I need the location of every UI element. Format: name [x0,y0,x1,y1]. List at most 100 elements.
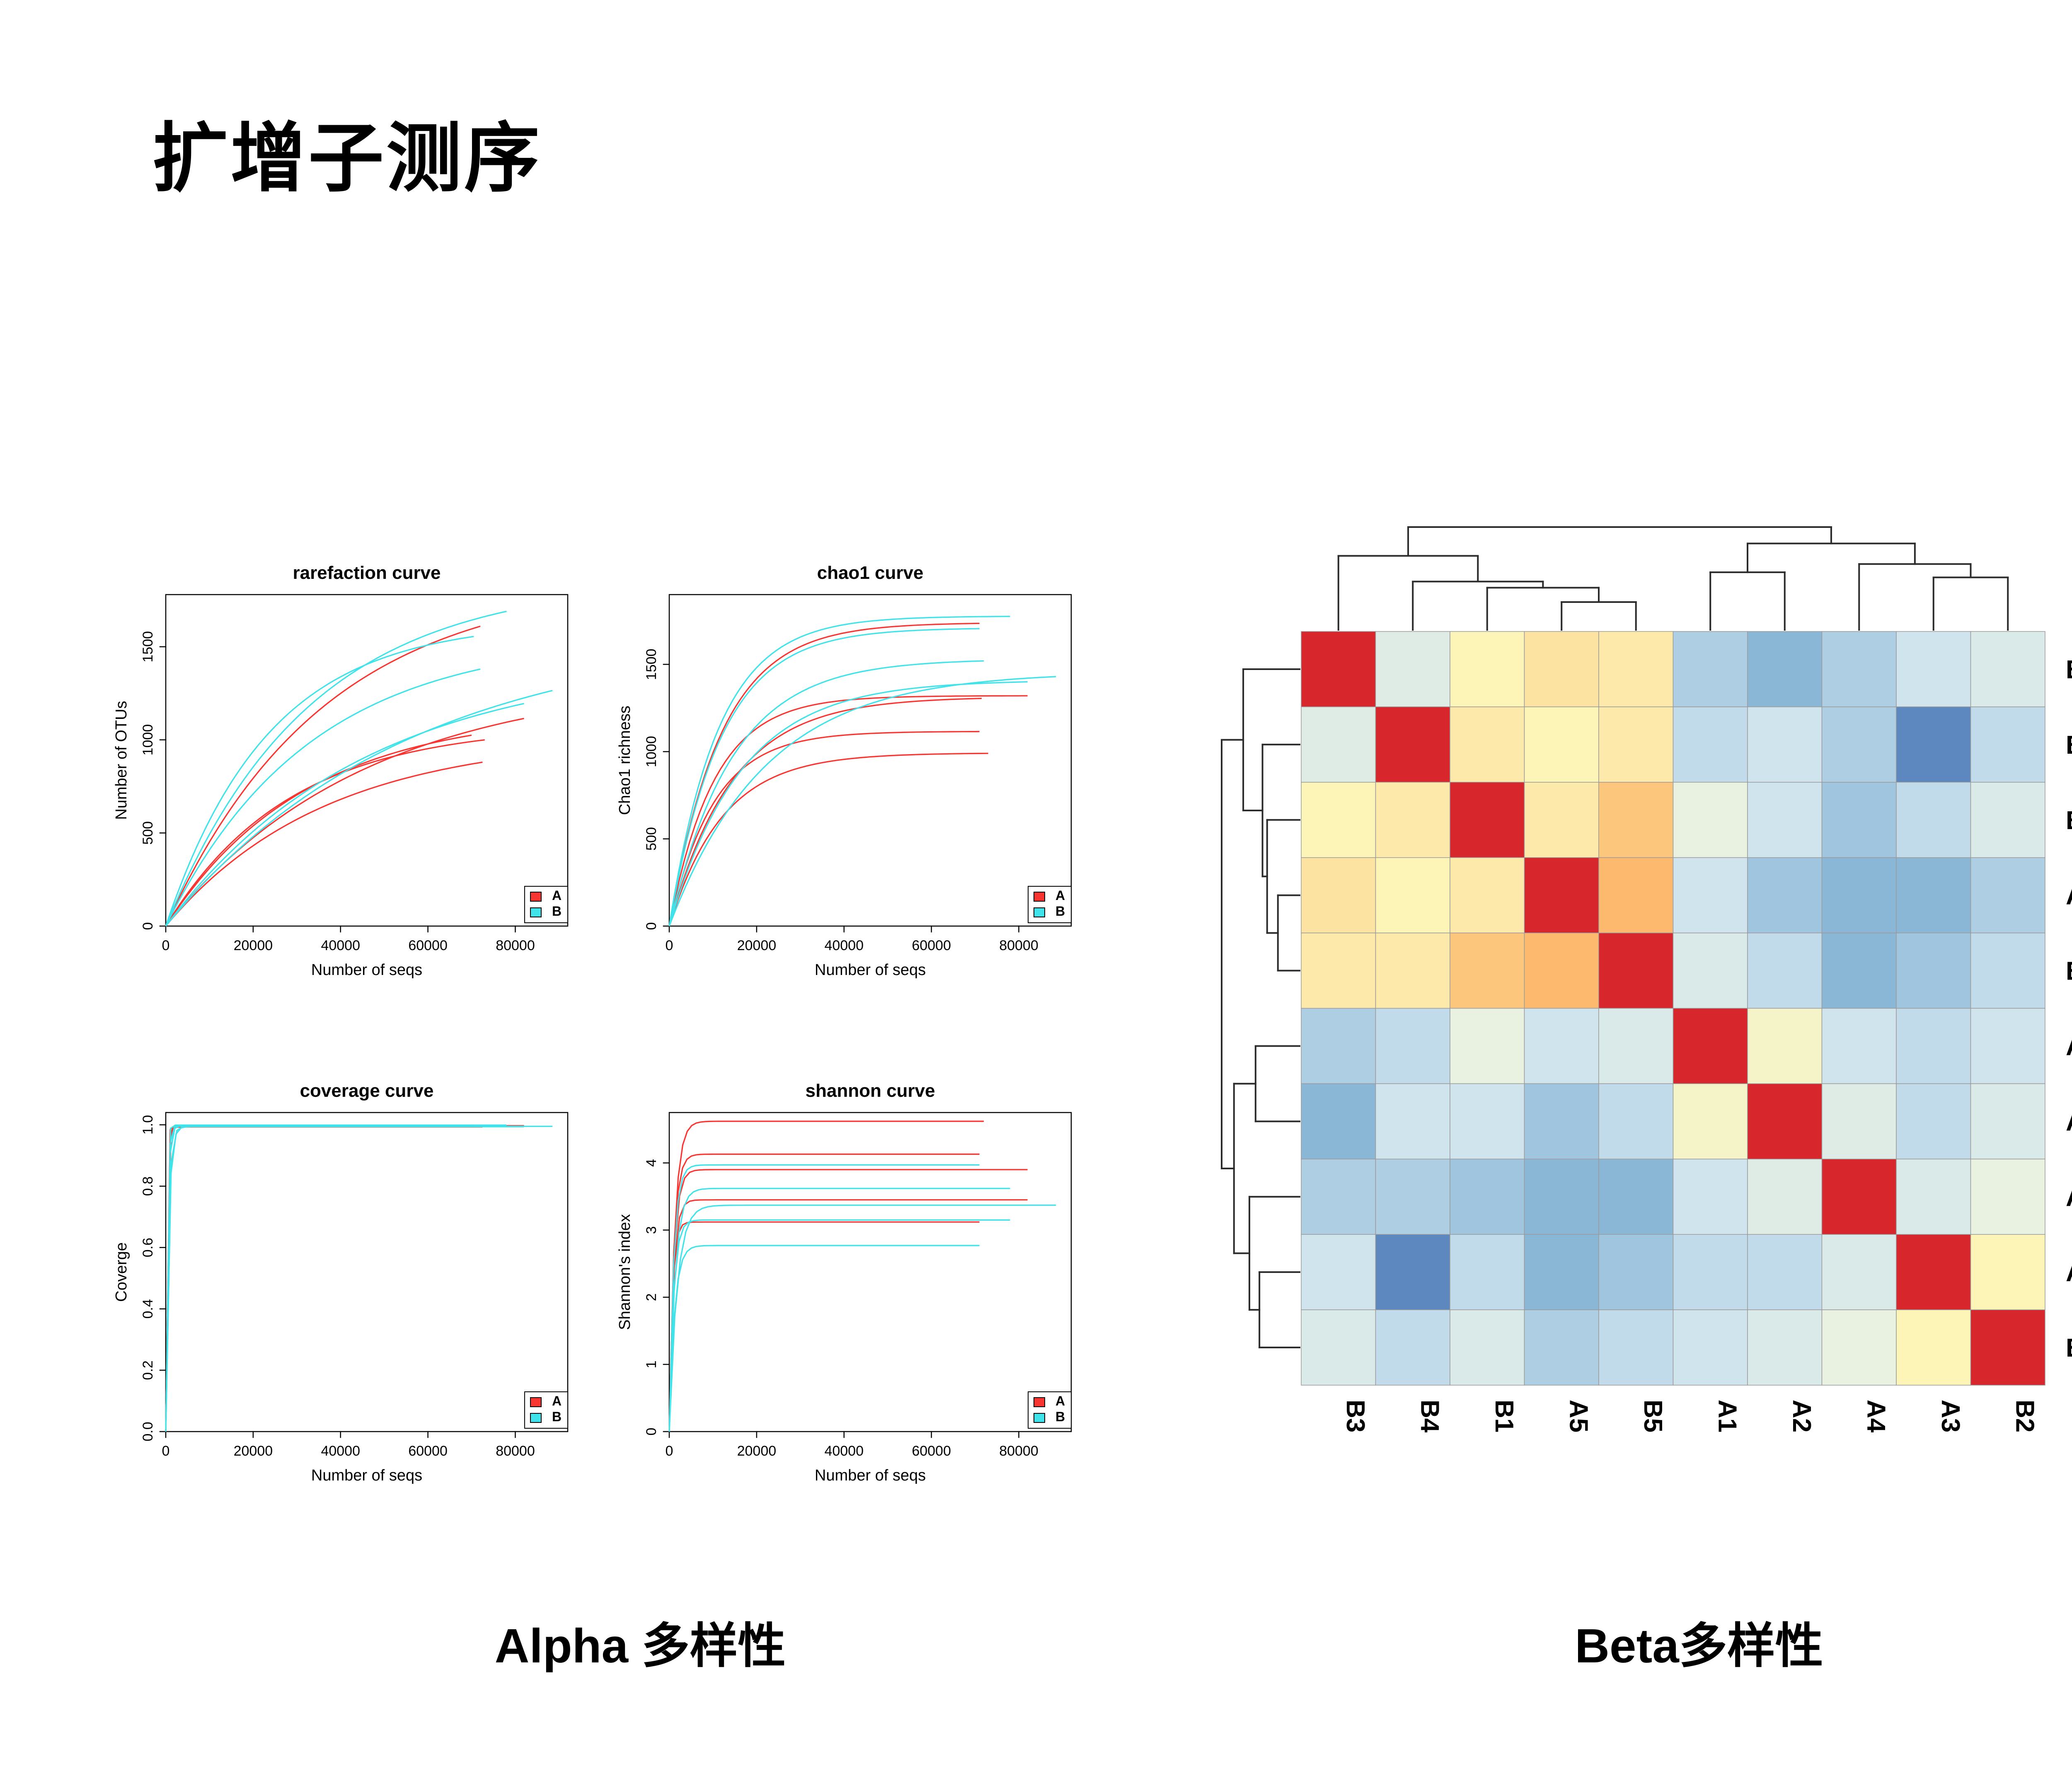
heatmap-cell [1970,857,2045,934]
legend: AB [524,1391,568,1429]
col-label: A1 [1713,1400,1741,1432]
series-A [668,1199,1028,1432]
series-B [668,628,980,926]
series-B [668,1164,980,1432]
heatmap-cell [1673,932,1748,1009]
x-tick: 60000 [912,938,951,953]
series-A [668,1221,980,1432]
heatmap-cell [1747,932,1823,1009]
heatmap-cell [1970,631,2045,707]
y-tick: 500 [644,827,659,851]
heatmap-cell [1673,857,1748,934]
heatmap-cell [1673,1309,1748,1386]
y-axis-label: Coverge [113,1242,130,1302]
row-label: B4 [2066,731,2072,760]
row-label: B1 [2066,806,2072,835]
heatmap-cell [1450,706,1525,783]
y-tick: 1000 [644,736,659,767]
heatmap-cell [1301,1008,1376,1084]
x-axis-label: Number of seqs [311,1467,422,1484]
col-label: B4 [1415,1400,1444,1433]
heatmap-cell [1301,932,1376,1009]
series-B [668,1188,1010,1432]
legend-swatch-B [530,1413,542,1423]
legend-label-B: B [1055,904,1065,919]
y-tick: 4 [644,1159,659,1167]
heatmap-cell [1747,1083,1823,1160]
series-A [165,761,483,927]
y-tick: 0 [140,922,156,930]
dendrogram-top [1337,526,2009,631]
series-B [668,676,1056,926]
legend-swatch-B [1034,907,1045,917]
heatmap-cell [1598,857,1674,934]
heatmap-cell [1524,782,1599,858]
heatmap-cell [1450,1083,1525,1160]
y-tick: 0 [644,1428,659,1436]
y-tick: 500 [140,821,156,845]
heatmap-cell [1821,1008,1897,1084]
series-A [668,622,980,926]
col-label: A3 [1936,1400,1965,1432]
heatmap-cell [1301,782,1376,858]
beta-heatmap: B3 B4 B1 A5 B5 A1 A2 A4 A3 B2 B3 B4 B1 A5 B5 A1 A2 A4 A3 B2 [1301,631,2072,1433]
heatmap-cell [1747,706,1823,783]
legend-label-A: A [1055,888,1065,903]
col-label: A4 [1861,1400,1890,1433]
heatmap-cell [1821,1234,1897,1310]
heatmap-cell [1896,631,1971,707]
series-B [668,681,1028,926]
heatmap-cell [1450,857,1525,934]
heatmap-cell [1598,631,1674,707]
heatmap-cell [1450,782,1525,858]
heatmap-cell [1747,782,1823,858]
heatmap-cell [1301,706,1376,783]
legend-label-B: B [552,1409,562,1424]
y-axis-label: Number of OTUs [113,701,130,820]
legend-swatch-A [530,1397,542,1407]
series-A [165,1125,524,1432]
series-A [165,1125,485,1432]
chao1-title: chao1 curve [817,563,924,583]
heatmap-cell [1673,706,1748,783]
heatmap-cell [1375,1234,1450,1310]
series-A [165,1125,472,1432]
heatmap-cell [1301,1159,1376,1235]
heatmap-cell [1524,631,1599,707]
series-B [668,660,984,926]
row-label: A1 [2066,1032,2072,1061]
x-tick: 20000 [234,938,273,953]
heatmap-cell [1375,1083,1450,1160]
x-tick: 0 [666,1443,673,1459]
legend: AB [524,886,568,923]
heatmap-cell [1673,1234,1748,1310]
x-tick: 80000 [999,938,1038,953]
x-tick: 60000 [912,1443,951,1459]
heatmap-cell [1598,706,1674,783]
heatmap-cell [1375,1008,1450,1084]
col-label: B2 [2010,1400,2039,1432]
heatmap-cell [1970,932,2045,1009]
x-axis-label: Number of seqs [311,961,422,979]
heatmap-cell [1673,1083,1748,1160]
row-label: A2 [2066,1108,2072,1136]
series-A [165,1126,483,1432]
heatmap-cell [1747,1008,1823,1084]
y-axis-label: Chao1 richness [616,706,634,815]
heatmap-cell [1598,1083,1674,1160]
heatmap-cell [1375,1309,1450,1386]
heatmap-cell [1375,857,1450,934]
x-tick: 20000 [737,938,777,953]
heatmap-cell [1747,857,1823,934]
series-B [165,1125,474,1432]
y-tick: 0.6 [140,1238,156,1257]
heatmap-cell [1375,706,1450,783]
heatmap-cell [1598,1008,1674,1084]
series-A [165,718,524,927]
heatmap-cell [1673,1008,1748,1084]
coverage-plot: coverage curve 0 20000 40000 60000 80000 0.0 0.… [113,1081,569,1484]
heatmap-cell [1524,1309,1599,1386]
x-tick: 60000 [408,1443,448,1459]
legend-swatch-A [530,892,542,902]
